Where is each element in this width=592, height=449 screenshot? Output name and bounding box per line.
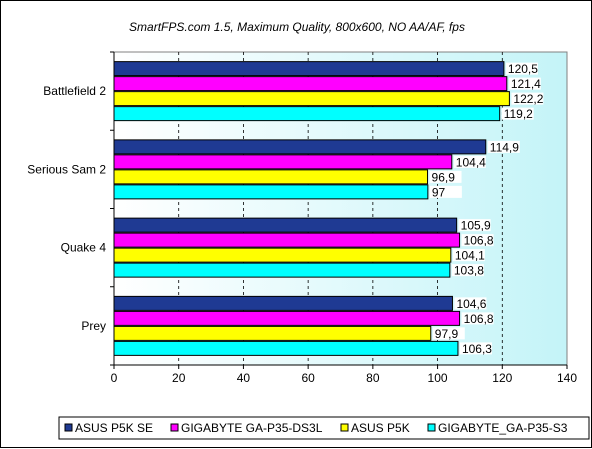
- legend-swatch: [340, 423, 349, 432]
- bar: [113, 106, 501, 122]
- x-tick-label: 120: [492, 371, 512, 385]
- bar: [113, 340, 459, 356]
- x-tick-label: 100: [428, 371, 448, 385]
- bars: [113, 61, 510, 356]
- data-label-bg: [501, 107, 534, 120]
- legend-label: GIGABYTE GA-P35-DS3L: [181, 421, 323, 435]
- category-label: Serious Sam 2: [27, 162, 106, 176]
- legend-label: ASUS P5K: [351, 421, 410, 435]
- data-label-bg: [459, 342, 492, 355]
- data-label: 104,6: [456, 297, 486, 311]
- data-label-bg: [461, 312, 494, 325]
- bar: [113, 217, 458, 233]
- data-label: 122,2: [513, 92, 543, 106]
- data-label: 103,8: [454, 264, 484, 278]
- data-label: 105,9: [461, 219, 491, 233]
- data-label: 106,8: [464, 312, 494, 326]
- legend-swatch: [64, 423, 73, 432]
- x-tick-label: 20: [172, 371, 186, 385]
- bar: [113, 184, 429, 200]
- data-label-bg: [452, 249, 485, 262]
- data-label: 106,3: [462, 342, 492, 356]
- data-label-bg: [458, 219, 491, 232]
- data-label-bg: [429, 185, 462, 198]
- data-label: 96,9: [432, 170, 456, 184]
- data-label: 97: [432, 185, 446, 199]
- data-label: 104,4: [456, 155, 486, 169]
- bar: [113, 154, 453, 170]
- data-label-bg: [432, 327, 465, 340]
- legend-box: [58, 416, 590, 440]
- legend-label: GIGABYTE_GA-P35-S3: [438, 421, 568, 435]
- x-tick-label: 140: [557, 371, 577, 385]
- x-tick-label: 80: [366, 371, 380, 385]
- bar: [113, 295, 453, 311]
- data-label-bg: [508, 77, 541, 90]
- data-label: 106,8: [464, 234, 494, 248]
- category-label: Quake 4: [61, 241, 107, 255]
- category-label: Prey: [81, 319, 106, 333]
- bar: [113, 247, 452, 263]
- data-label: 114,9: [490, 140, 519, 154]
- data-label: 121,4: [511, 77, 541, 91]
- chart-title: SmartFPS.com 1.5, Maximum Quality, 800x6…: [129, 20, 465, 34]
- data-label-bg: [429, 170, 462, 183]
- bar: [113, 139, 487, 155]
- category-label: Battlefield 2: [43, 84, 106, 98]
- x-tick-label: 60: [301, 371, 315, 385]
- bar: [113, 169, 429, 185]
- bar: [113, 310, 461, 326]
- data-label-bg: [454, 297, 487, 310]
- data-label: 119,2: [504, 107, 533, 121]
- bar: [113, 76, 508, 92]
- data-label-bg: [505, 62, 538, 75]
- legend: ASUS P5K SE GIGABYTE GA-P35-DS3L ASUS P5K G…: [58, 416, 590, 440]
- x-tick-label: 0: [111, 371, 118, 385]
- legend-swatch: [170, 423, 179, 432]
- bar: [113, 91, 510, 107]
- legend-swatch: [427, 423, 436, 432]
- data-label: 120,5: [508, 62, 538, 76]
- data-label-bg: [451, 264, 484, 277]
- data-label-bg: [511, 92, 544, 105]
- data-label-bg: [453, 155, 486, 168]
- data-label: 104,1: [455, 249, 485, 263]
- data-label: 97,9: [435, 327, 459, 341]
- bar: [113, 262, 451, 278]
- x-tick-label: 40: [237, 371, 251, 385]
- bar: [113, 325, 432, 341]
- bar: [113, 61, 505, 77]
- data-label-bg: [487, 140, 520, 153]
- bar: [113, 232, 461, 248]
- legend-label: ASUS P5K SE: [75, 421, 153, 435]
- data-label-bg: [461, 234, 494, 247]
